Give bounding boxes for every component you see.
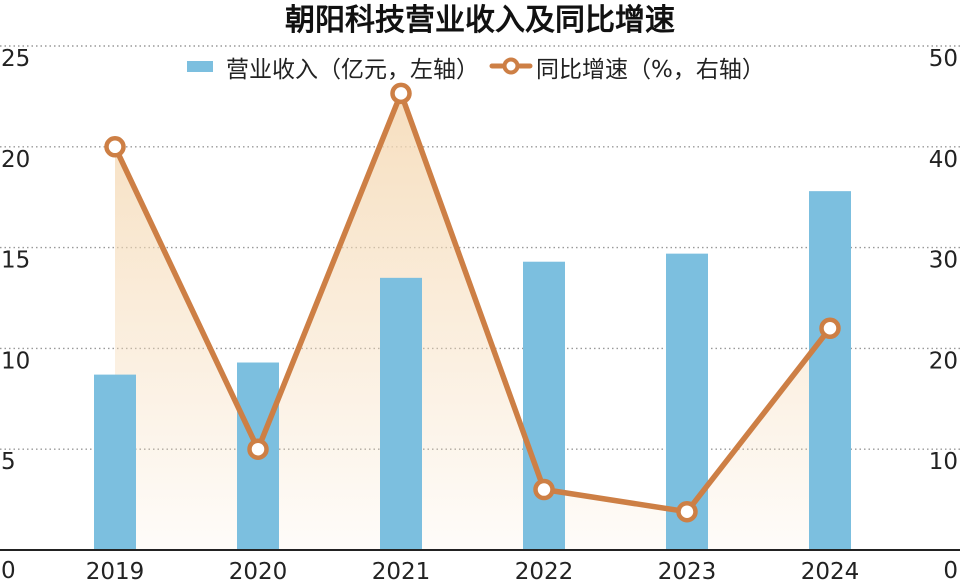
y-left-tick-label: 5 — [1, 449, 16, 475]
y-right-tick-label: 50 — [929, 46, 958, 72]
legend-bar-label: 营业收入（亿元，左轴） — [226, 57, 479, 83]
revenue-bar-2022 — [523, 261, 565, 550]
y-right-tick-label: 20 — [929, 348, 958, 374]
revenue-bar-2021 — [380, 277, 422, 550]
growth-point-2021 — [390, 82, 412, 105]
growth-point-2023 — [676, 500, 698, 523]
legend-line-marker — [502, 57, 520, 75]
y-left-tick-label: 15 — [1, 248, 30, 274]
legend-bar-swatch — [187, 61, 213, 72]
y-left-tick-label: 25 — [1, 46, 30, 72]
growth-area-fill — [115, 93, 830, 550]
x-tick-label: 2023 — [658, 559, 717, 581]
y-left-tick-label: 0 — [1, 558, 16, 581]
y-right-tick-label: 30 — [929, 248, 958, 274]
legend: 营业收入（亿元，左轴） 同比增速（%，右轴） — [187, 57, 765, 83]
growth-area — [115, 93, 830, 550]
growth-point-2022 — [533, 478, 555, 501]
x-tick-label: 2020 — [229, 559, 288, 581]
legend-line-label: 同比增速（%，右轴） — [536, 57, 765, 83]
y-right-tick-label: 10 — [929, 449, 958, 475]
y-right-tick-label: 40 — [929, 147, 958, 173]
revenue-bar-2024 — [809, 191, 851, 551]
revenue-bar-2023 — [666, 253, 708, 550]
growth-point-2024 — [819, 317, 841, 339]
chart-title: 朝阳科技营业收入及同比增速 — [285, 3, 675, 38]
growth-point-2019 — [104, 136, 126, 158]
x-tick-label: 2021 — [372, 559, 431, 581]
x-tick-label: 2022 — [515, 559, 574, 581]
revenue-bars — [94, 191, 851, 551]
growth-line — [112, 90, 833, 515]
x-tick-label: 2024 — [801, 559, 860, 581]
revenue-bar-2019 — [94, 374, 136, 550]
y-left-tick-label: 20 — [1, 147, 30, 173]
y-right-tick-label: 0 — [943, 558, 958, 581]
y-left-tick-label: 10 — [1, 348, 30, 374]
growth-points — [104, 82, 841, 523]
growth-point-2020 — [247, 438, 269, 460]
x-tick-label: 2019 — [86, 559, 145, 581]
growth-line-path — [112, 90, 833, 515]
